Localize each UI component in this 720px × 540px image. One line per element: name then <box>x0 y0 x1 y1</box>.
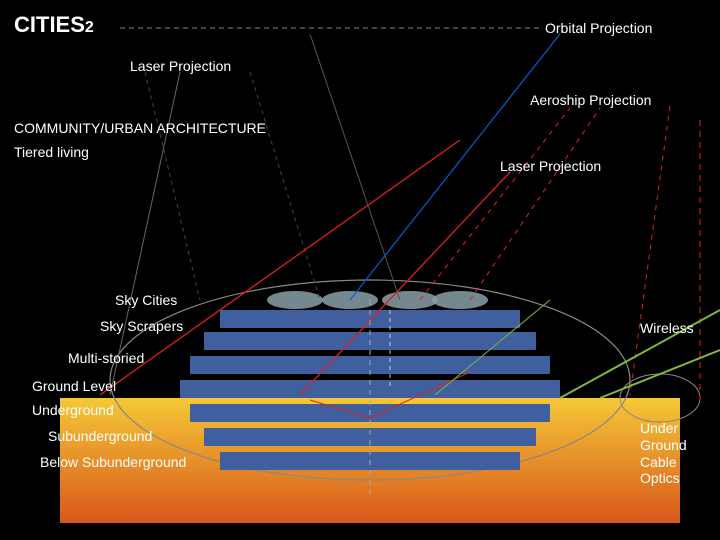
tier-label-3: Ground Level <box>32 378 116 394</box>
tier-label-2: Multi-storied <box>68 350 144 366</box>
tier-label-0: Sky Cities <box>115 292 177 308</box>
tier-label-5: Subunderground <box>48 428 152 444</box>
orbital-label: Orbital Projection <box>545 20 652 36</box>
title-cities: CITIES2 <box>14 12 94 38</box>
tier-label-1: Sky Scrapers <box>100 318 183 334</box>
laser2-label: Laser Projection <box>500 158 601 174</box>
tier-label-6: Below Subunderground <box>40 454 186 470</box>
wireless-label: Wireless <box>640 320 694 336</box>
community-label: COMMUNITY/URBAN ARCHITECTURE <box>14 120 266 136</box>
tiered-label: Tiered living <box>14 144 89 160</box>
aeroship-label: Aeroship Projection <box>530 92 651 108</box>
laser1-label: Laser Projection <box>130 58 231 74</box>
tier-label-4: Underground <box>32 402 114 418</box>
under-cable-label: UnderGroundCableOptics <box>640 420 687 487</box>
